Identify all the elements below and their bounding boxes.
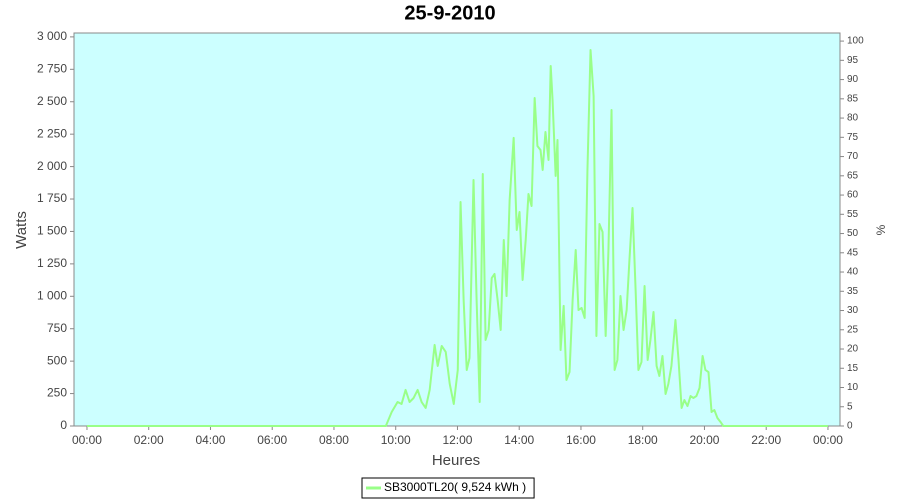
x-tick-label: 12:00: [442, 433, 472, 447]
x-tick-label: 04:00: [195, 433, 225, 447]
y2-tick-label: 80: [847, 113, 859, 124]
y-tick-label: 2 750: [37, 61, 67, 75]
y2-tick-label: 95: [847, 55, 859, 66]
y2-tick-label: 15: [847, 363, 859, 374]
x-tick-label: 18:00: [628, 433, 658, 447]
x-tick-label: 00:00: [72, 433, 102, 447]
legend-label: SB3000TL20( 9,524 kWh ): [384, 480, 526, 494]
x-tick-label: 10:00: [381, 433, 411, 447]
x-tick-label: 06:00: [257, 433, 287, 447]
legend: SB3000TL20( 9,524 kWh ): [361, 477, 535, 499]
y2-tick-label: 10: [847, 382, 859, 393]
y2-tick-label: 25: [847, 324, 859, 335]
y2-tick-label: 5: [847, 401, 853, 412]
y-tick-label: 2 000: [37, 159, 67, 173]
y2-tick-label: 100: [847, 36, 864, 47]
y2-tick-label: 30: [847, 305, 859, 316]
y2-tick-label: 20: [847, 344, 859, 355]
legend-box: [361, 477, 535, 499]
y-tick-label: 1 500: [37, 224, 67, 238]
y2-tick-label: 90: [847, 74, 859, 85]
chart-title: 25-9-2010: [404, 2, 495, 24]
x-tick-label: 14:00: [504, 433, 534, 447]
y-axis-label: Watts: [13, 211, 30, 249]
y-tick-label: 750: [47, 321, 67, 335]
y-tick-label: 1 250: [37, 256, 67, 270]
y2-tick-label: 55: [847, 209, 859, 220]
y-tick-label: 2 500: [37, 94, 67, 108]
y-tick-label: 3 000: [37, 29, 67, 43]
y-tick-label: 1 000: [37, 288, 67, 302]
y-tick-label: 250: [47, 386, 67, 400]
y2-tick-label: 0: [847, 421, 853, 432]
y2-tick-label: 60: [847, 190, 859, 201]
y2-tick-label: 70: [847, 151, 859, 162]
x-tick-label: 16:00: [566, 433, 596, 447]
x-tick-label: 22:00: [751, 433, 781, 447]
y-tick-label: 500: [47, 353, 67, 367]
y2-axis-label: %: [874, 224, 888, 235]
y2-tick-label: 85: [847, 93, 859, 104]
x-tick-label: 08:00: [319, 433, 349, 447]
x-tick-label: 20:00: [689, 433, 719, 447]
y2-tick-label: 45: [847, 247, 859, 258]
y2-tick-label: 75: [847, 132, 859, 143]
y2-tick-label: 35: [847, 286, 859, 297]
y2-tick-label: 50: [847, 228, 859, 239]
y-tick-label: 0: [60, 418, 67, 432]
y-tick-label: 1 750: [37, 191, 67, 205]
y2-tick-label: 65: [847, 170, 859, 181]
y-tick-label: 2 250: [37, 126, 67, 140]
x-tick-label: 02:00: [134, 433, 164, 447]
x-axis-label: Heures: [432, 452, 480, 469]
x-tick-label: 00:00: [813, 433, 843, 447]
y2-tick-label: 40: [847, 267, 859, 278]
series-line: [86, 48, 828, 427]
